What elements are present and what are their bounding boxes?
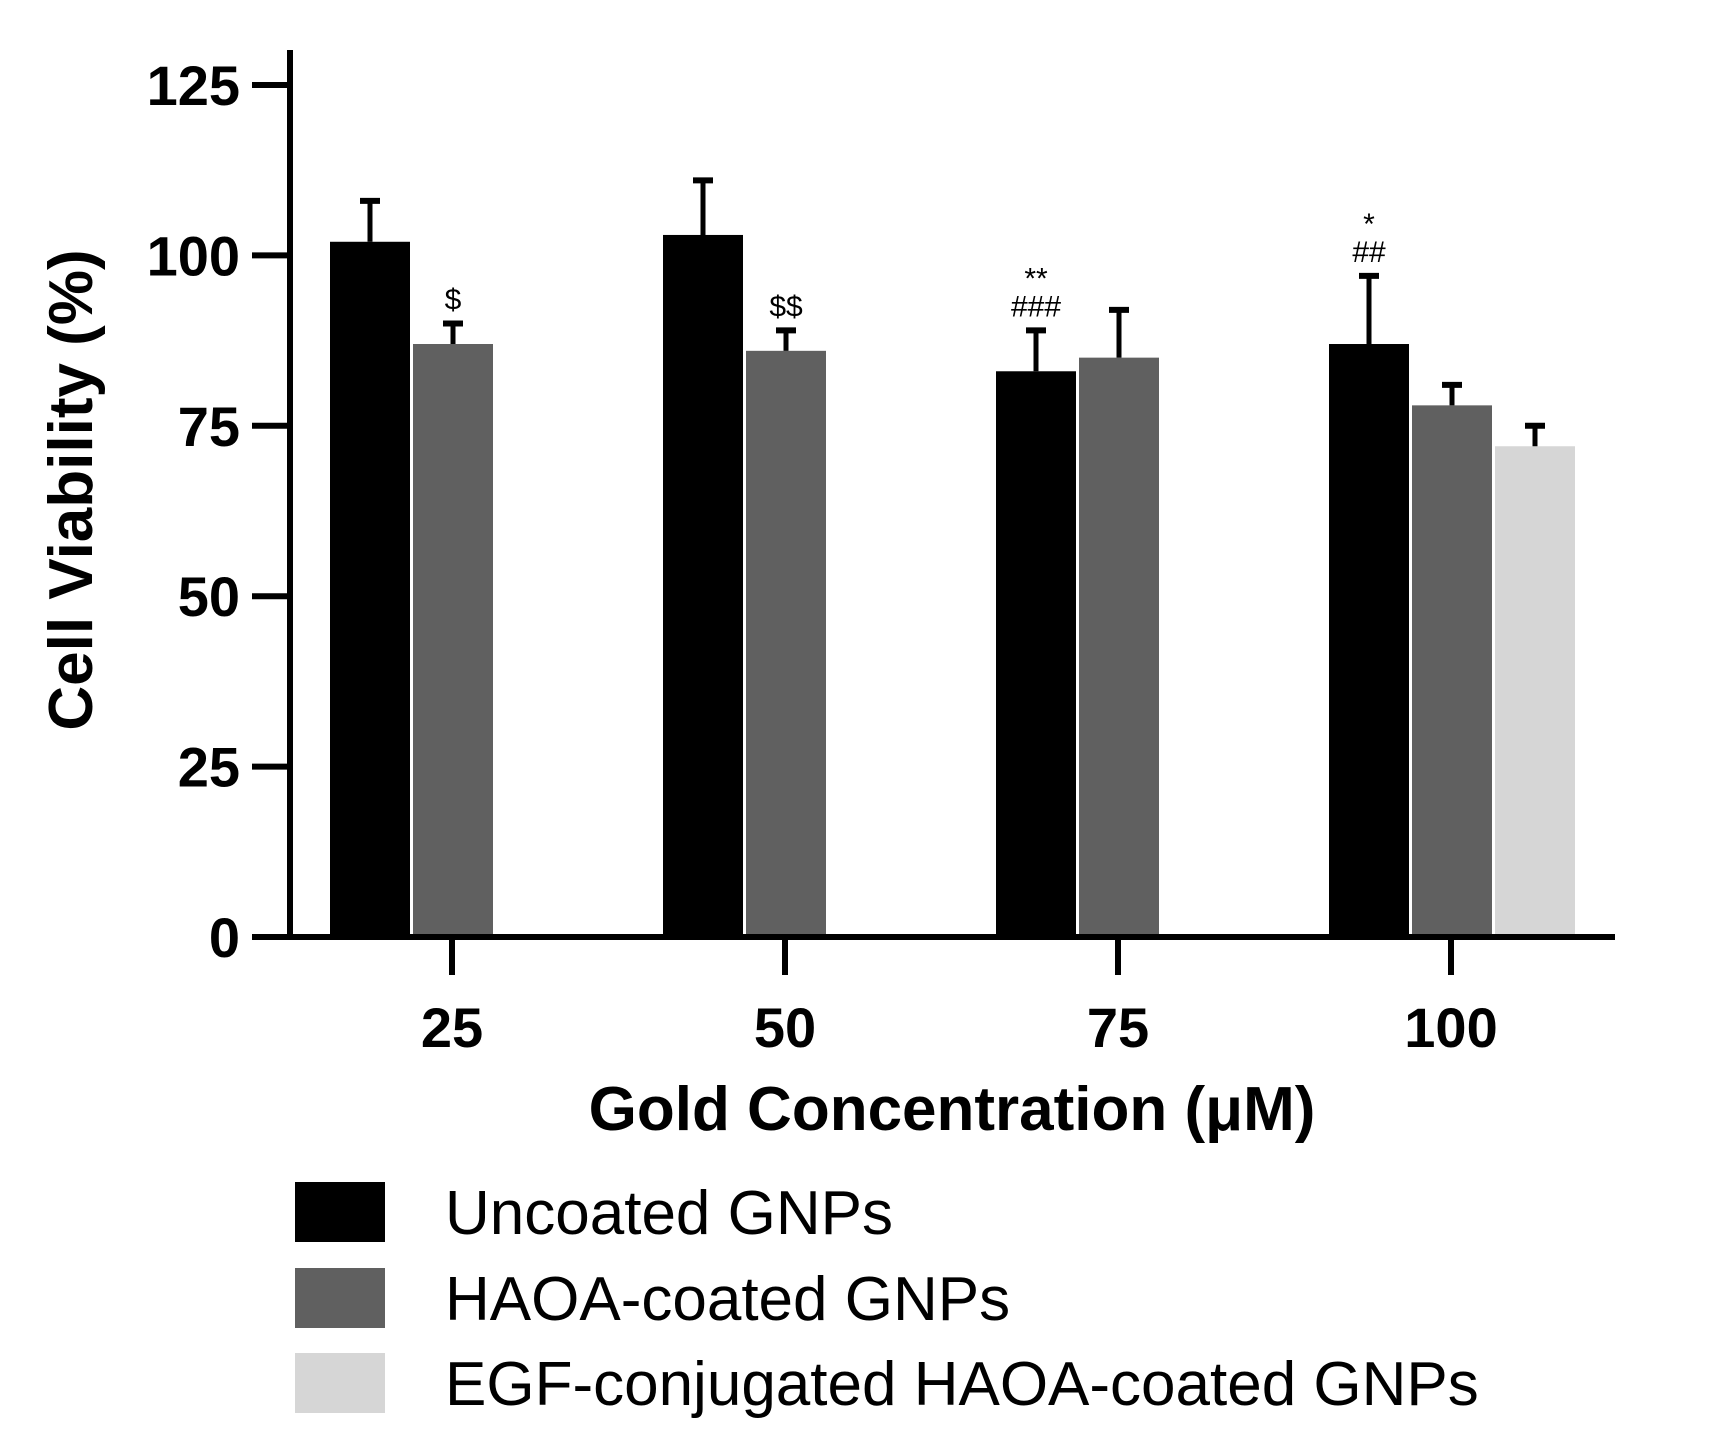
y-tick-label: 125 — [147, 54, 240, 117]
significance-marker: ** — [1024, 262, 1048, 295]
significance-marker: ### — [1011, 290, 1061, 323]
bar-haoa-coated-gnps-25 — [413, 344, 493, 937]
legend-label: EGF-conjugated HAOA-coated GNPs — [445, 1350, 1479, 1419]
x-tick-label: 25 — [421, 996, 483, 1059]
bar-uncoated-gnps-25 — [330, 241, 410, 937]
significance-marker: $ — [445, 284, 462, 317]
bars-layer — [330, 234, 1575, 938]
bar-uncoated-gnps-50 — [663, 234, 743, 937]
x-tick-label: 75 — [1087, 996, 1149, 1059]
bar-uncoated-gnps-75 — [996, 371, 1076, 938]
bar-uncoated-gnps-100 — [1329, 344, 1409, 937]
legend: Uncoated GNPs HAOA-coated GNPs EGF-conjuga… — [295, 1179, 1479, 1419]
y-tick-label: 50 — [178, 565, 240, 628]
x-ticks-layer: 25 50 75 100 — [421, 937, 1498, 1059]
bar-haoa-coated-gnps-50 — [746, 350, 826, 938]
legend-swatch — [295, 1268, 385, 1328]
x-tick-label: 100 — [1404, 996, 1497, 1059]
y-tick-label: 25 — [178, 736, 240, 799]
y-tick-label: 0 — [209, 906, 240, 969]
legend-swatch — [295, 1353, 385, 1413]
bar-haoa-coated-gnps-75 — [1079, 357, 1159, 937]
axes-layer — [287, 50, 1615, 940]
annotations-layer: $ $$**###*## — [445, 208, 1386, 324]
significance-marker: * — [1363, 208, 1375, 241]
legend-label: Uncoated GNPs — [445, 1179, 893, 1248]
x-axis-title: Gold Concentration (μM) — [589, 1075, 1316, 1144]
significance-marker: $$ — [769, 290, 803, 323]
y-ticks-layer: 0 25 50 75 100 125 — [147, 54, 290, 969]
legend-swatch — [295, 1182, 385, 1242]
error-bars-layer — [360, 177, 1545, 447]
x-tick-label: 50 — [754, 996, 816, 1059]
y-tick-label: 100 — [147, 224, 240, 287]
bar-egf-conjugated-haoa-coated-gnps-100 — [1495, 446, 1575, 937]
bar-haoa-coated-gnps-100 — [1412, 405, 1492, 937]
y-axis-title: Cell Viability (%) — [37, 249, 106, 730]
legend-label: HAOA-coated GNPs — [445, 1265, 1010, 1334]
significance-marker: ## — [1352, 236, 1386, 269]
y-tick-label: 75 — [178, 395, 240, 458]
